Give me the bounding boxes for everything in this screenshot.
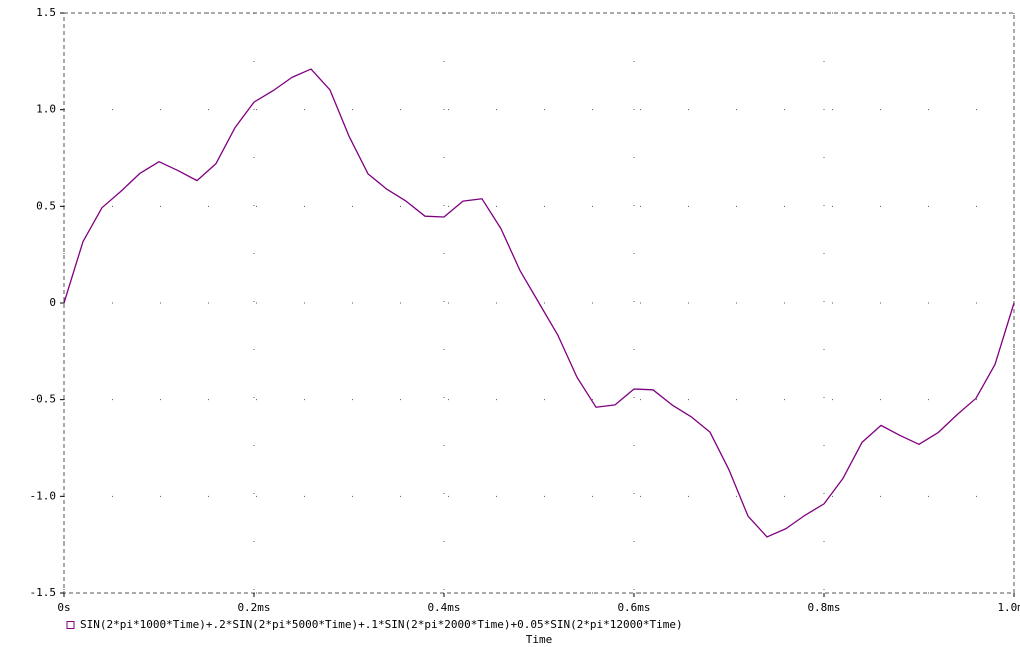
x-tick-label: 0.6ms — [617, 601, 650, 614]
y-tick-label: 1.5 — [36, 6, 56, 19]
x-tick-label: 0.4ms — [427, 601, 460, 614]
y-tick-label: -1.5 — [30, 586, 57, 599]
x-tick-label: 0.2ms — [237, 601, 270, 614]
x-tick-label: 0.8ms — [807, 601, 840, 614]
legend-label: SIN(2*pi*1000*Time)+.2*SIN(2*pi*5000*Tim… — [80, 618, 683, 631]
y-tick-label: -0.5 — [30, 393, 57, 406]
y-tick-label: -1.0 — [30, 489, 57, 502]
x-tick-label: 0s — [57, 601, 70, 614]
x-axis-label: Time — [526, 633, 553, 646]
y-tick-label: 0.5 — [36, 199, 56, 212]
x-tick-label: 1.0ms — [997, 601, 1020, 614]
legend-marker — [66, 621, 75, 629]
y-tick-label: 0 — [49, 296, 56, 309]
series-line — [63, 68, 1015, 538]
y-tick-label: 1.0 — [36, 103, 56, 116]
